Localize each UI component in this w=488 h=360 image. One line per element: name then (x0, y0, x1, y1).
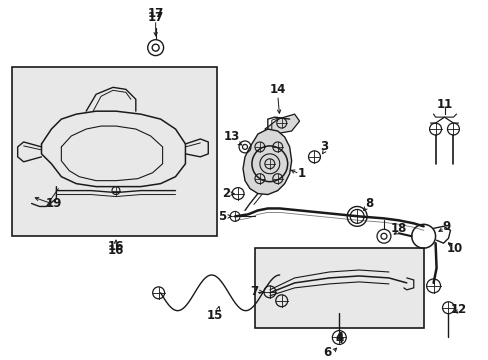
Text: 18: 18 (390, 222, 406, 235)
Text: 10: 10 (446, 242, 462, 255)
Text: 12: 12 (449, 303, 466, 316)
Text: 16: 16 (107, 244, 124, 257)
Text: 14: 14 (269, 83, 285, 96)
Text: 8: 8 (364, 197, 372, 210)
Polygon shape (243, 129, 291, 194)
Text: 15: 15 (206, 309, 223, 322)
Polygon shape (264, 114, 299, 134)
FancyBboxPatch shape (254, 248, 423, 328)
Text: 9: 9 (442, 220, 450, 233)
Text: 11: 11 (435, 98, 452, 111)
Text: 17: 17 (147, 12, 163, 24)
Text: 7: 7 (249, 285, 258, 298)
FancyBboxPatch shape (12, 67, 217, 236)
Text: 4: 4 (334, 331, 343, 344)
Text: 2: 2 (222, 187, 230, 200)
Text: 3: 3 (320, 140, 328, 153)
Text: 1: 1 (297, 167, 305, 180)
Text: 13: 13 (224, 130, 240, 144)
Text: 4: 4 (334, 333, 343, 346)
Text: 5: 5 (218, 210, 226, 223)
Text: 6: 6 (323, 346, 331, 359)
Text: 17: 17 (147, 8, 163, 21)
Text: 16: 16 (107, 240, 124, 253)
Text: 19: 19 (45, 197, 61, 210)
